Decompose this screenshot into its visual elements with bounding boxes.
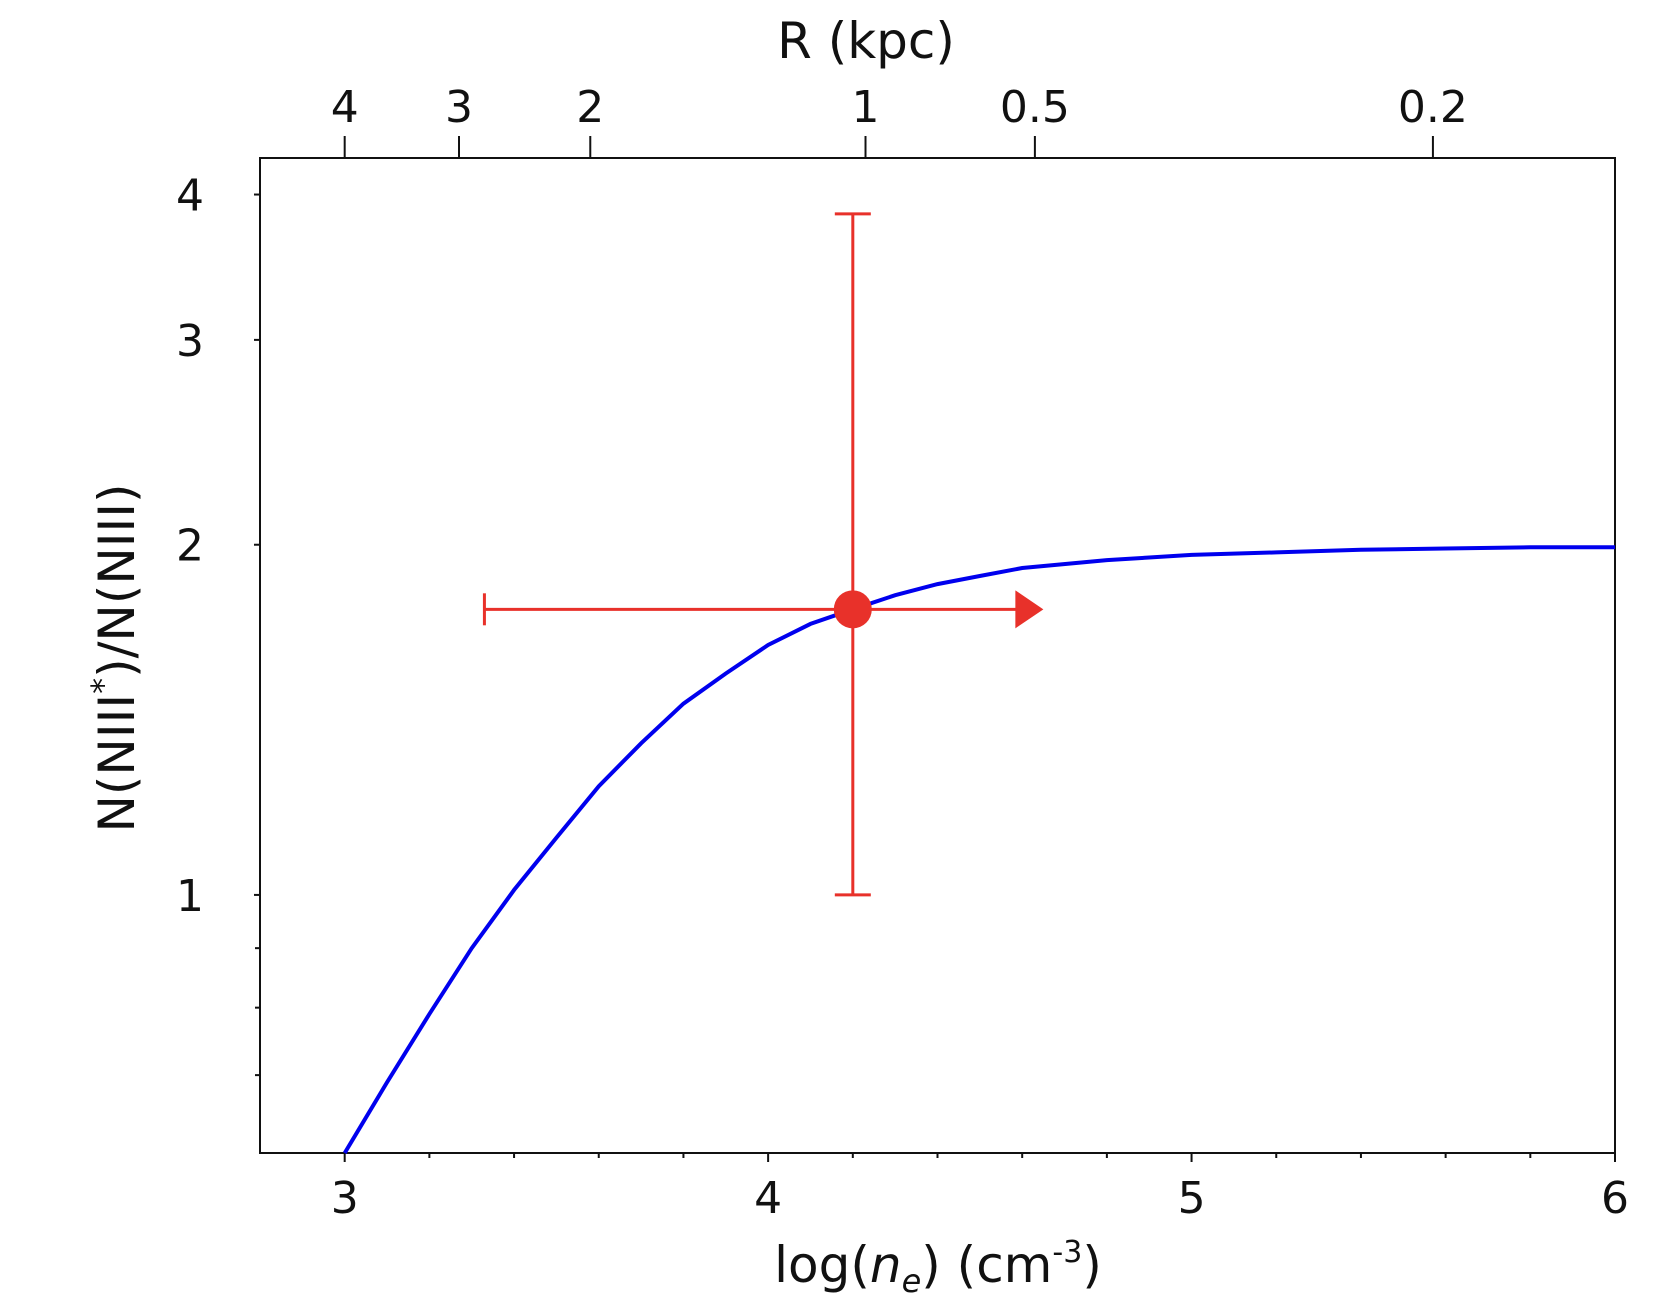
top-axis-title: R (kpc)	[777, 12, 955, 70]
axis-ticks	[254, 136, 1616, 1162]
x-tick-label: 6	[1601, 1173, 1629, 1224]
y-title-sup: *	[84, 678, 122, 694]
y-tick-label: 4	[176, 171, 204, 222]
top-tick-label: 1	[852, 82, 880, 133]
y-tick-label: 2	[176, 521, 204, 572]
error-bars	[482, 212, 1044, 897]
top-tick-label: 3	[445, 82, 473, 133]
top-tick-label: 0.5	[1000, 82, 1070, 133]
lower-limit-arrow	[1015, 590, 1044, 629]
y-tick-label: 1	[176, 871, 204, 922]
x-tick-label: 5	[1178, 1173, 1206, 1224]
tick-labels: 3 4 5 6 1 2 3 4 4 3 2 1 0.5 0.2	[176, 82, 1629, 1224]
x-title-mid: ) (cm	[921, 1236, 1052, 1294]
top-tick-label: 4	[331, 82, 359, 133]
x-tick-label: 4	[754, 1173, 782, 1224]
top-tick-label: 0.2	[1398, 82, 1468, 133]
x-title-post: )	[1082, 1236, 1102, 1294]
plot-frame	[259, 157, 1616, 1154]
y-title-pre: N(NIII	[88, 694, 146, 833]
x-title-sub: e	[902, 1262, 922, 1294]
top-tick-label: 2	[576, 82, 604, 133]
y-tick-label: 3	[176, 316, 204, 367]
x-title-pre: log(	[774, 1236, 870, 1294]
x-title-sup: -3	[1052, 1235, 1082, 1270]
y-axis-title: N(NIII*)/N(NIII)	[84, 484, 146, 833]
y-title-post: )/N(NIII)	[88, 484, 146, 678]
data-point	[833, 590, 872, 629]
x-axis-title: log(ne) (cm-3)	[774, 1235, 1102, 1294]
x-tick-label: 3	[331, 1173, 359, 1224]
x-title-var: n	[870, 1236, 902, 1294]
model-curve	[342, 545, 1615, 1155]
